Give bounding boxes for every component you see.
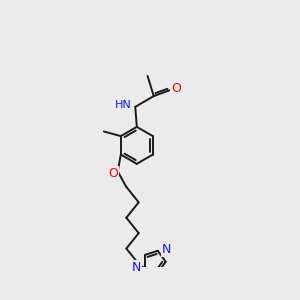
Text: N: N	[132, 261, 141, 274]
Text: N: N	[162, 244, 171, 256]
Text: O: O	[108, 167, 118, 180]
Text: HN: HN	[115, 100, 131, 110]
Text: O: O	[171, 82, 181, 95]
